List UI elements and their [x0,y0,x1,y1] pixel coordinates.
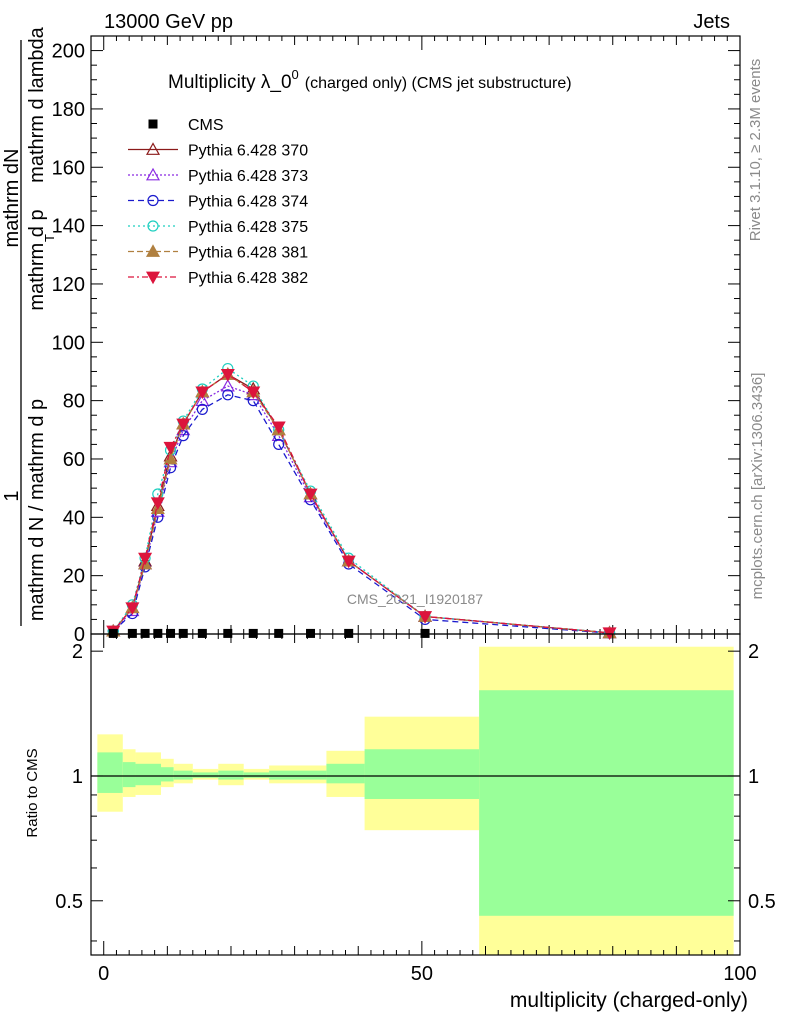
legend: CMS Pythia 6.428 370 Pythia 6.428 373 Pythi… [128,117,308,287]
y-tick-label: 60 [63,449,85,471]
point-p382 [125,602,140,615]
ratio-band-inner-0 [97,752,123,793]
point-p382 [271,421,286,435]
point-p374 [273,438,285,450]
point-p382 [138,552,153,566]
series-line-p375 [112,367,610,634]
legend-label: Pythia 6.428 375 [188,219,308,236]
header-right: Jets [693,11,730,33]
plot-title-main: Multiplicity λ_0 [168,72,292,93]
legend-marker [148,119,158,129]
ratio-band-inner-4 [173,770,193,780]
legend-item-p381: Pythia 6.428 381 [128,244,308,262]
x-tick-label: 50 [411,963,433,985]
legend-item-cms: CMS [148,117,224,134]
y-tick-label: 160 [52,157,85,179]
ratio-band-inner-5 [192,772,219,778]
ratio-band-inner-9 [326,763,365,784]
legend-marker [147,194,159,207]
ratio-band-inner-7 [243,772,270,778]
point-p382 [150,497,165,510]
legend-item-p374: Pythia 6.428 374 [128,194,308,211]
ylabel-denominator: mathrm d N / mathrm d p [26,399,48,621]
y-tick-label: 180 [52,99,85,121]
ylabel-sub: T [42,234,57,242]
legend-label: Pythia 6.428 381 [188,245,308,262]
legend-label: Pythia 6.428 382 [188,270,308,287]
mcplots-label: mcplots.cern.ch [arXiv:1306.3436] [749,373,766,600]
ratio-y-tick-label: 2 [72,641,83,663]
legend-item-p382: Pythia 6.428 382 [128,270,308,287]
ylabel-numerator: 1 [1,490,23,501]
ylabel-rest: mathrm d lambda [26,26,48,182]
point-p382 [176,418,191,432]
point-p382 [163,441,178,455]
point-p374 [196,403,208,415]
ratio-y-tick-label: 1 [72,766,83,788]
legend-label: Pythia 6.428 370 [188,143,308,160]
ratio-band-inner-11 [479,690,734,916]
x-tick-label: 0 [98,963,109,985]
analysis-watermark: CMS_2021_I1920187 [347,591,483,607]
legend-marker [145,244,161,257]
point-p382 [195,386,210,400]
point-p382 [418,611,433,624]
ratio-band-inner-10 [364,749,480,799]
y-tick-label: 200 [52,41,85,63]
legend-item-p373: Pythia 6.428 373 [128,167,308,185]
point-p382 [341,555,356,569]
ratio-band-inner-2 [135,763,161,786]
legend-marker [147,220,159,232]
header-left: 13000 GeV pp [104,11,233,33]
y-tick-label: 140 [52,216,85,238]
ylabel-denominator-inner: mathrm d p [26,209,48,310]
y-tick-label: 20 [63,566,85,588]
ratio-y-tick-label: 0.5 [55,891,83,913]
ratio-y-tick-label-right: 2 [748,641,759,663]
y-tick-label: 120 [52,274,85,296]
legend-marker [145,271,161,285]
ratio-ylabel: Ratio to CMS [24,748,41,837]
x-axis-label: multiplicity (charged-only) [510,989,748,1012]
point-p382 [220,368,235,382]
point-p373 [195,393,210,407]
plot-title-suffix: (charged only) (CMS jet substructure) [305,75,572,92]
y-tick-label: 40 [63,507,85,529]
legend-label: CMS [188,117,224,134]
ylabel-numerator-inner: mathrm dN [1,149,23,248]
legend-item-p370: Pythia 6.428 370 [128,142,308,160]
legend-marker [145,142,161,155]
ratio-y-tick-label-right: 0.5 [748,891,776,913]
legend-label: Pythia 6.428 373 [188,168,308,185]
top-ylabel: 1 mathrm dN mathrm d N / mathrm d p math… [1,26,57,626]
ratio-y-tick-label-right: 1 [748,766,759,788]
ratio-band-inner-1 [122,762,136,788]
y-tick-label: 80 [63,391,85,413]
ratio-band-inner-3 [160,767,174,782]
y-tick-label: 100 [52,332,85,354]
ratio-band-inner-8 [269,770,327,780]
plot-title-sup: 0 [292,67,299,82]
point-p382 [303,488,318,502]
x-tick-label: 100 [723,963,756,985]
legend-label: Pythia 6.428 374 [188,194,308,211]
legend-item-p375: Pythia 6.428 375 [128,219,308,236]
legend-marker [145,167,161,181]
point-p373 [220,378,235,392]
y-tick-label: 0 [74,624,85,646]
rivet-label: Rivet 3.1.10, ≥ 2.3M events [747,59,764,242]
point-p374 [222,389,234,401]
ratio-plot: 0 50 100 0.5 0.5 1 1 2 2 [55,633,776,985]
plot-title: Multiplicity λ_00 (charged only) (CMS jet… [168,67,572,93]
ratio-band-inner-6 [218,770,244,780]
point-p382 [246,386,261,400]
